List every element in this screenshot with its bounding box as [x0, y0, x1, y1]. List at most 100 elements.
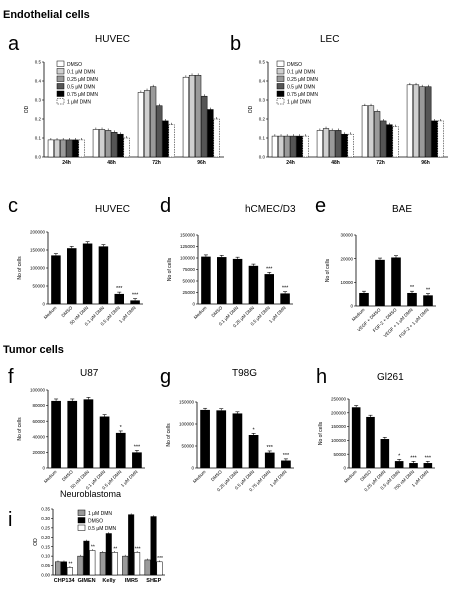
legend-swatch	[56, 75, 65, 82]
y-tick-label: 150000	[331, 424, 347, 429]
x-tick-label: Medium	[193, 305, 208, 320]
bar	[51, 255, 61, 304]
charts-layer: a HUVEC 0.0 0.1 0.2 0.3 0.4 0.5 OD 24h 48h 72h 96h DM…	[8, 33, 448, 584]
panel-letter: h	[316, 366, 327, 388]
bar	[437, 120, 444, 158]
y-tick-label: 20000	[340, 256, 353, 261]
bar	[386, 124, 393, 158]
bar	[406, 84, 413, 158]
bar	[168, 124, 175, 158]
x-tick-label: 1 μM DMN	[268, 305, 287, 324]
bar	[105, 130, 112, 158]
x-tick-label: Medium	[343, 469, 358, 484]
significance-label: *	[120, 425, 123, 431]
x-tick-label: 24h	[286, 160, 295, 166]
bar	[60, 561, 67, 576]
x-tick-label: 96h	[197, 160, 206, 166]
chart-panel-i: i Neuroblastoma 0.00 0.05 0.10 0.15 0.20 0.25 0.…	[8, 489, 165, 584]
bar	[374, 111, 381, 158]
bar	[195, 75, 202, 158]
y-tick-label: 0	[350, 304, 353, 309]
significance-label: ***	[410, 455, 417, 461]
panel-title: Neuroblastoma	[60, 489, 121, 499]
panel-title: Gl261	[377, 372, 404, 383]
legend-swatch	[276, 98, 285, 105]
y-tick-label: 0.00	[41, 573, 50, 578]
bar	[143, 90, 151, 158]
y-tick-label: 100000	[30, 266, 46, 271]
panel-title: HUVEC	[95, 204, 130, 215]
significance-label: ***	[267, 445, 274, 451]
y-axis-label: OD	[248, 105, 254, 113]
legend-swatch	[276, 83, 285, 90]
bar	[99, 416, 110, 468]
bar	[232, 258, 243, 304]
y-axis-label: No of cells	[17, 256, 23, 280]
chart-panel-d: d hCMEC/D3 0 25000 50000 75000 100000 125000 150…	[160, 195, 296, 328]
y-tick-label: 0.35	[41, 507, 50, 512]
legend-swatch	[77, 509, 86, 516]
legend-label: 1 μM DMN	[67, 100, 91, 106]
x-tick-label: DMSO	[210, 305, 223, 318]
legend-label: DMSO	[88, 519, 103, 525]
y-tick-label: 0	[191, 466, 194, 471]
panel-title: LEC	[320, 34, 339, 45]
significance-label: **	[426, 288, 431, 294]
x-tick-label: DMSO	[359, 469, 372, 482]
bar	[83, 399, 94, 468]
bar	[117, 133, 124, 158]
bar	[162, 120, 169, 158]
y-tick-label: 0.3	[259, 98, 266, 103]
significance-label: ***	[135, 546, 141, 552]
x-tick-label: SHEP	[146, 578, 161, 584]
bar	[98, 246, 109, 304]
panel-title: hCMEC/D3	[245, 204, 296, 215]
chart-panel-h: h Gl261 0 50000 100000 150000 200000 250000 No o…	[316, 366, 435, 492]
bar	[67, 248, 77, 304]
y-tick-label: 30000	[340, 233, 353, 238]
y-tick-label: 50000	[333, 452, 346, 457]
x-tick-label: 48h	[107, 160, 116, 166]
y-tick-label: 0.20	[41, 535, 50, 540]
x-tick-label: Kelly	[102, 578, 116, 584]
bar	[89, 550, 96, 576]
legend-swatch	[77, 517, 86, 524]
legend-label: 0.1 μM DMN	[287, 70, 316, 76]
y-tick-label: 0.05	[41, 563, 50, 568]
y-tick-label: 150000	[180, 233, 196, 238]
bar	[248, 435, 259, 468]
y-tick-label: 0.10	[41, 554, 50, 559]
legend-swatch	[276, 90, 285, 97]
y-tick-label: 0	[42, 302, 45, 307]
bar	[128, 514, 135, 576]
bar	[361, 105, 368, 158]
significance-label: ***	[157, 556, 163, 562]
legend-swatch	[276, 60, 285, 67]
panel-letter: d	[160, 195, 171, 217]
bar	[156, 561, 163, 576]
chart-panel-a: a HUVEC 0.0 0.1 0.2 0.3 0.4 0.5 OD 24h 48h 72h 96h DM…	[8, 33, 224, 166]
panel-title: U87	[80, 368, 99, 379]
legend-swatch	[56, 68, 65, 75]
significance-label: ***	[283, 453, 290, 459]
legend-swatch	[56, 98, 65, 105]
significance-label: ***	[116, 286, 123, 292]
x-tick-label: IMR5	[125, 578, 138, 584]
y-tick-label: 50000	[32, 284, 45, 289]
bar	[150, 516, 157, 576]
bar	[134, 552, 141, 576]
bar	[188, 75, 196, 158]
legend-swatch	[276, 68, 285, 75]
bar	[392, 126, 399, 158]
chart-panel-g: g T98G 0 50000 100000 150000 No of cells Medium…	[160, 366, 294, 492]
bar	[359, 292, 369, 306]
x-tick-label: FGF-2 + 1 μM DMN	[398, 307, 430, 339]
bar	[264, 452, 275, 468]
section-label-endothelial: Endothelial cells	[3, 9, 90, 21]
bar	[232, 413, 243, 468]
legend-label: 0.25 μM DMN	[287, 77, 318, 83]
x-tick-label: 24h	[62, 160, 71, 166]
chart-panel-b: b LEC 0.0 0.1 0.2 0.3 0.4 0.5 OD 24h 48h 72h 96h DMSO…	[230, 33, 448, 166]
y-tick-label: 0.0	[35, 155, 42, 160]
y-tick-label: 100000	[331, 438, 347, 443]
